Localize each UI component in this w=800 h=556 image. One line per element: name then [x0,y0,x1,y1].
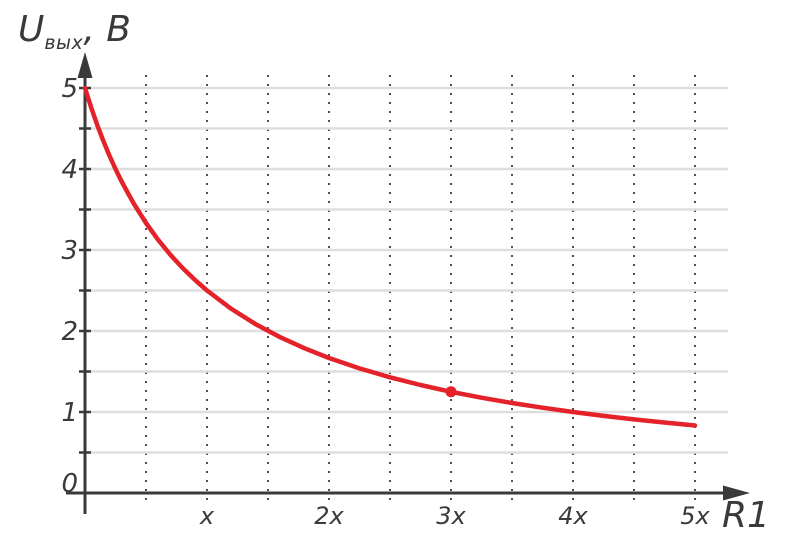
y-tick-label: 3 [61,236,78,266]
x-tick-label: 5x [680,502,710,530]
x-tick-label: x [199,502,215,530]
y-axis-title: Uвых, В [18,12,131,53]
y-tick-label: 4 [61,155,78,185]
y-tick-label: 2 [61,317,78,347]
y-tick-label: 5 [61,74,78,104]
x-tick-label: 4x [558,502,588,530]
x-axis-arrow [723,485,750,501]
y-axis-title-subscript: вых [44,32,84,54]
data-point-marker [445,386,457,398]
x-tick-label: 2x [314,502,344,530]
y-axis-title-unit: , В [83,9,131,50]
x-axis-title: R1 [722,495,770,536]
x-tick-label: 3x [436,502,466,530]
y-tick-label: 1 [61,398,78,428]
y-axis-title-symbol: U [18,9,45,50]
voltage-curve [82,85,698,428]
y-axis-arrow [77,52,93,78]
y-tick-label: 0 [61,469,78,499]
